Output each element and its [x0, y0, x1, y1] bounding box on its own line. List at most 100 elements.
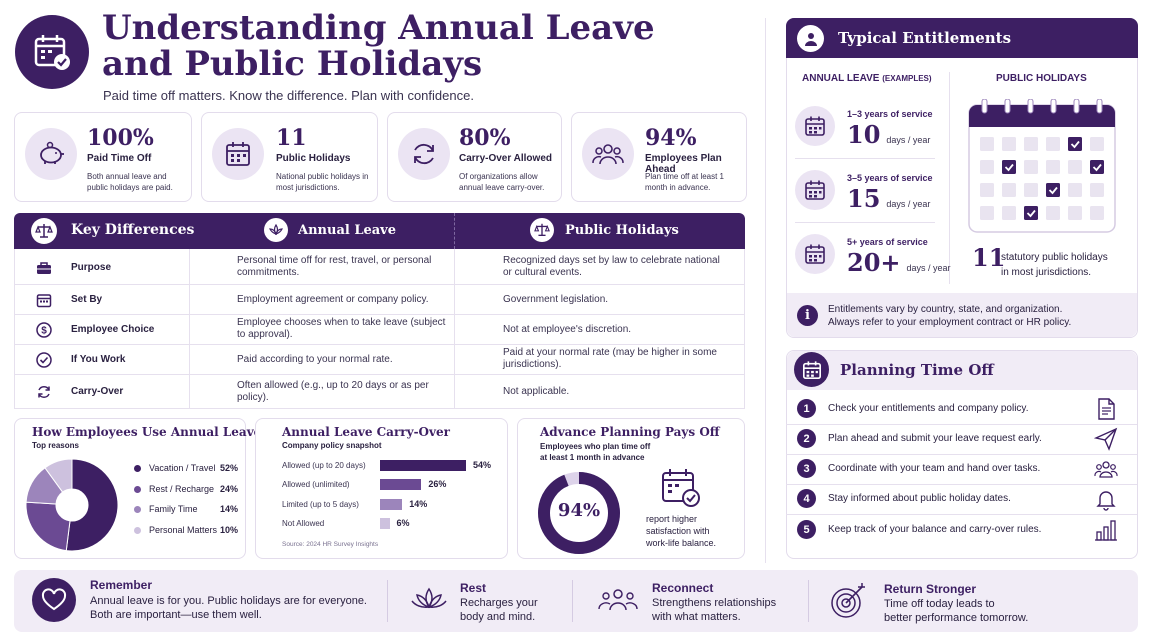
tier-number: 20+ [847, 248, 901, 277]
page-title: Understanding Annual Leave and Public Ho… [102, 10, 655, 82]
calendar-day-checked [1068, 137, 1082, 151]
public-holidays-header: PUBLIC HOLIDAYS [996, 73, 1087, 84]
legend-item: Rest / Recharge 24% [134, 484, 238, 494]
remember-text: Annual leave is for you. Public holidays… [90, 594, 367, 622]
calendar-check-icon [662, 469, 700, 507]
step-number: 3 [797, 459, 816, 478]
tier-label: 1–3 years of service [847, 109, 933, 119]
holiday-count-text: statutory public holidays in most jurisd… [1001, 250, 1108, 280]
people-icon [598, 589, 638, 611]
annual-leave-cell: Employee chooses when to take leave (sub… [237, 317, 446, 340]
paper-plane-icon [1094, 427, 1118, 451]
calendar-day [1090, 183, 1104, 197]
bell-icon [1096, 491, 1116, 511]
table-row-purpose: Purpose Personal time off for rest, trav… [14, 251, 745, 285]
carryover-chart-subtitle: Company policy snapshot [282, 441, 382, 450]
calendar-day [1068, 160, 1082, 174]
differences-body [14, 249, 745, 409]
calendar-day [1046, 206, 1060, 220]
column-separator [765, 18, 766, 563]
header-divider [454, 213, 455, 249]
footer-item-line2: body and mind. [460, 611, 536, 623]
tier-unit: days / year [886, 135, 931, 145]
footer-band [14, 570, 1138, 632]
step-text: Coordinate with your team and hand over … [828, 463, 1041, 474]
refresh-icon [38, 386, 50, 398]
planning-note: report higher satisfaction with work-lif… [646, 513, 716, 549]
heart-icon [41, 588, 67, 611]
page-subtitle: Paid time off matters. Know the differen… [103, 88, 474, 103]
footer-item-line1: Recharges your [460, 597, 538, 609]
bar [380, 517, 390, 529]
stat-card-carry-over: 80% Carry-Over Allowed Of organizations … [387, 112, 562, 202]
table-row-employee-choice: $ Employee Choice Employee chooses when … [14, 315, 745, 345]
usage-chart-subtitle: Top reasons [32, 441, 79, 450]
lotus-icon [411, 587, 447, 609]
entitlements-note-bar [787, 293, 1137, 337]
entitlements-title: Typical Entitlements [838, 29, 1012, 47]
calendar-day [1046, 160, 1060, 174]
legend-label: Family Time [149, 504, 198, 514]
tier-number: 15 [847, 184, 881, 213]
planning-subtitle-line2: at least 1 month in advance [540, 453, 645, 462]
stat-title: Public Holidays [276, 153, 351, 164]
table-row-carry-over: Carry-Over Often allowed (e.g., up to 20… [14, 375, 745, 409]
legend-swatch [134, 506, 141, 514]
step-number: 1 [797, 399, 816, 418]
annual-header-small: (EXAMPLES) [882, 74, 932, 83]
stat-icon-circle [25, 128, 77, 180]
planning-note-line3: work-life balance. [646, 538, 717, 548]
table-row-set-by: Set By Employment agreement or company p… [14, 285, 745, 315]
entitlements-note-line2: Always refer to your employment contract… [828, 317, 1072, 328]
tier-value: 20+ days / year [847, 248, 951, 277]
calendar-icon [36, 294, 52, 308]
bar-chart-icon [1095, 520, 1117, 541]
calendar-header-bar [969, 105, 1115, 127]
stat-desc: Plan time off at least 1 month in advanc… [645, 172, 725, 192]
step-number: 4 [797, 489, 816, 508]
check-mark-icon [1048, 186, 1058, 195]
table-row-if-you-work: If You Work Paid according to your norma… [14, 345, 745, 375]
differences-header-icon [31, 218, 57, 244]
legend-value: 24% [220, 483, 239, 494]
footer-item-text: Strengthens relationships with what matt… [652, 596, 776, 624]
step-divider [786, 424, 1137, 425]
tier-divider [795, 222, 935, 223]
annual-header-label: ANNUAL LEAVE [802, 73, 880, 84]
public-holidays-cell: Not at employee's discretion. [503, 324, 632, 335]
legend-item: Personal Matters 10% [134, 524, 238, 535]
footer-item-line2: with what matters. [652, 611, 741, 623]
dollar-icon: $ [36, 322, 52, 338]
tier-value: 10 days / year [847, 120, 930, 149]
annual-leave-cell: Often allowed (e.g., up to 20 days or as… [237, 380, 429, 403]
annual-leave-cell: Paid according to your normal rate. [237, 354, 393, 365]
planning-subtitle-line1: Employees who plan time off [540, 442, 651, 451]
footer-item-title: Return Stronger [884, 582, 977, 596]
entitlements-note-line1: Entitlements vary by country, state, and… [828, 304, 1063, 315]
legend-item: Family Time 14% [134, 504, 238, 514]
pie-slice-personal-matters [44, 458, 73, 493]
table-divider [454, 249, 455, 409]
calendar-icon [226, 142, 250, 166]
step-divider [786, 514, 1137, 515]
bar-value-label: 26% [428, 479, 447, 490]
calendar-ring [981, 99, 988, 114]
row-label: Purpose [71, 262, 112, 273]
bar-value-label: 54% [473, 460, 492, 470]
holiday-text-line2: in most jurisdictions. [1001, 267, 1092, 278]
calendar-ring [1096, 99, 1103, 114]
legend-label: Personal Matters [149, 524, 218, 535]
entitlements-header-icon [797, 25, 824, 52]
step-divider [786, 454, 1137, 455]
planning-chart-title: Advance Planning Pays Off [540, 425, 720, 439]
calendar-day [1046, 137, 1060, 151]
svg-text:$: $ [41, 326, 47, 337]
holiday-count: 11 [972, 243, 1006, 272]
stat-card-paid-time-off: 100% Paid Time Off Both annual leave and… [14, 112, 192, 202]
footer-item-line2: better performance tomorrow. [884, 612, 1029, 624]
stat-desc: Of organizations allow annual leave carr… [459, 172, 545, 192]
public-holidays-column-header: Public Holidays [565, 223, 679, 238]
calendar-day [1002, 183, 1016, 197]
piggy-bank-icon [40, 141, 64, 164]
stat-icon-circle [398, 128, 450, 180]
